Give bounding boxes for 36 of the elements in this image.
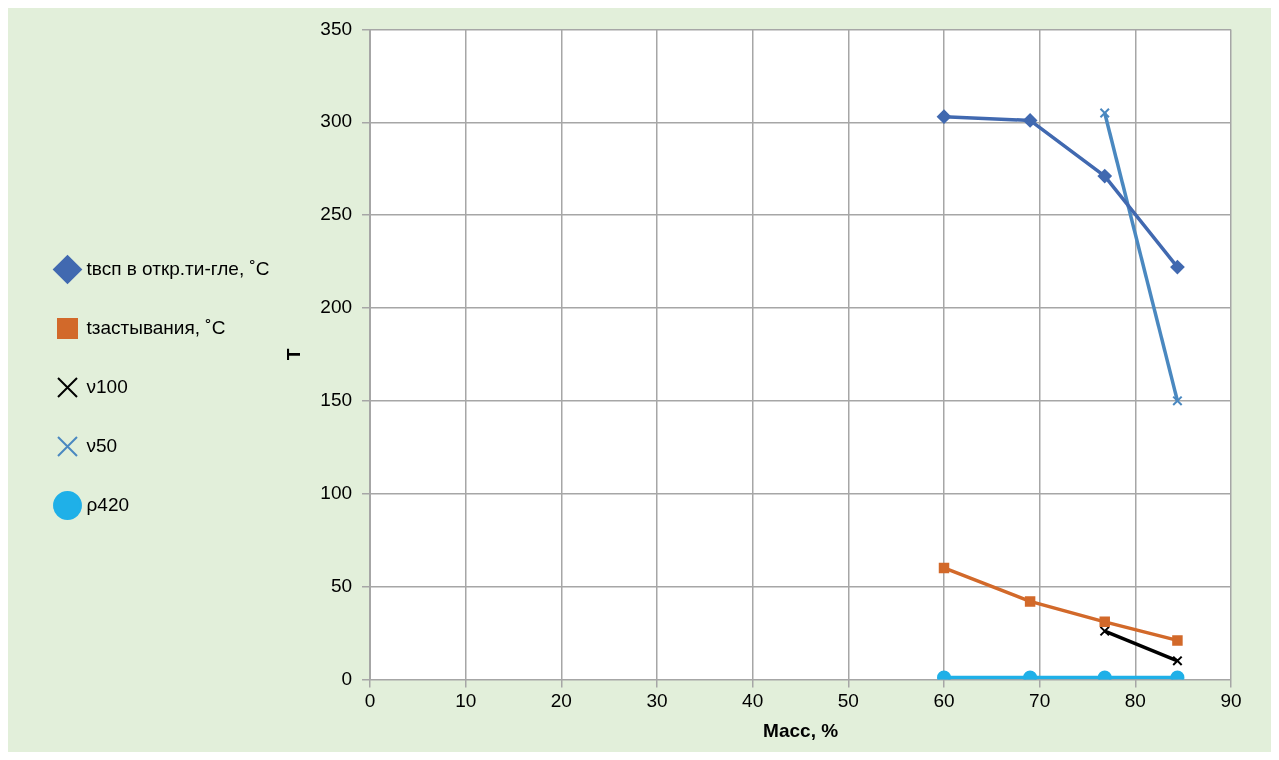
y-tick-label: 150: [320, 389, 353, 411]
legend-label: tзастывания, ˚С: [86, 316, 226, 338]
point: [1024, 596, 1036, 607]
point: [1170, 260, 1185, 275]
x-tick-label: 30: [646, 690, 668, 712]
y-tick-label: 250: [320, 203, 353, 225]
y-tick-label: 50: [330, 574, 353, 596]
x-tick-label: 0: [364, 690, 376, 712]
legend-label: tвсп в откр.ти-гле, ˚С: [86, 257, 270, 279]
y-tick-label: 0: [341, 667, 353, 689]
x-tick-label: 80: [1124, 690, 1146, 712]
x-tick-label: 40: [742, 690, 764, 712]
point: [1097, 169, 1112, 184]
y-axis-title: Т: [283, 348, 305, 361]
x-tick-label: 50: [837, 690, 859, 712]
legend-label: ν100: [86, 375, 128, 397]
point: [1172, 395, 1183, 407]
x-tick-label: 90: [1220, 690, 1242, 712]
point: [937, 109, 952, 124]
point: [1099, 107, 1110, 119]
x-tick-label: 20: [550, 690, 572, 712]
point: [1172, 635, 1183, 646]
x-axis-title: Масс, %: [762, 719, 839, 741]
y-tick-label: 200: [320, 296, 353, 318]
y-tick-label: 300: [320, 110, 353, 132]
x-tick-label: 10: [455, 690, 477, 712]
legend-label: ρ420: [86, 493, 130, 515]
x-tick-label: 60: [933, 690, 955, 712]
y-tick-label: 100: [320, 481, 353, 503]
x-tick-label: 70: [1029, 690, 1051, 712]
legend-label: ν50: [86, 434, 118, 456]
y-tick-label: 350: [320, 17, 353, 39]
point: [1099, 616, 1110, 628]
point: [1023, 113, 1038, 128]
point: [1172, 655, 1183, 667]
point: [938, 562, 950, 574]
